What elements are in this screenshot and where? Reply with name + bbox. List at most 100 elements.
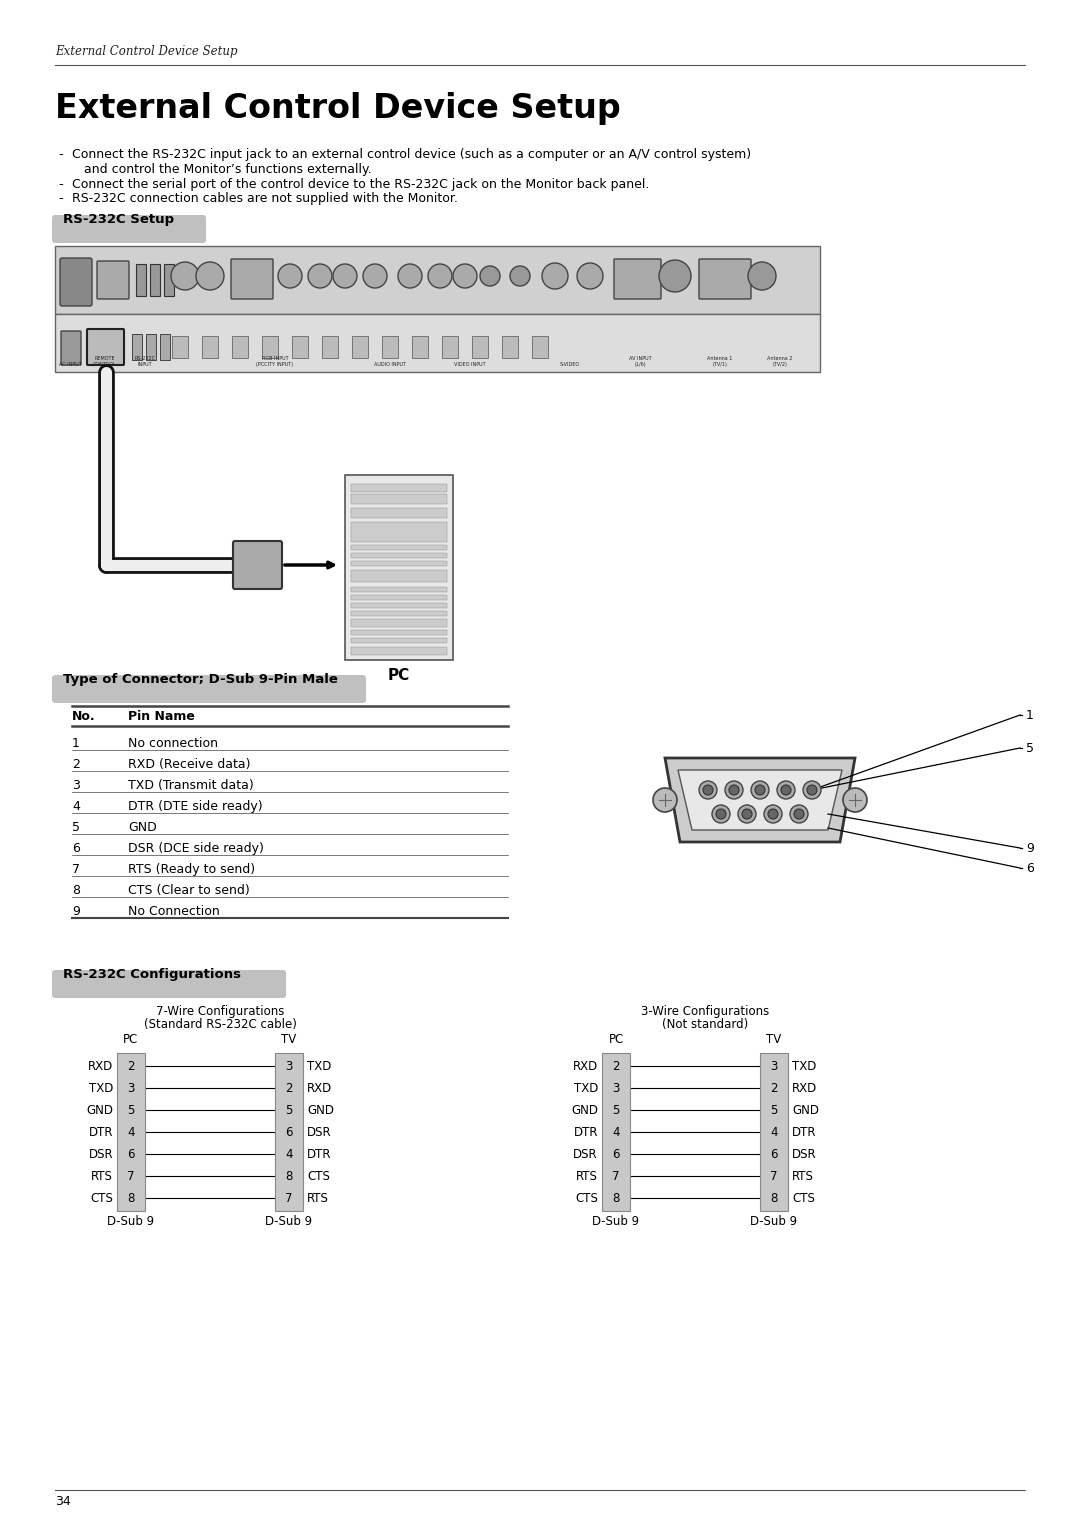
Text: Pin Name: Pin Name xyxy=(129,711,194,723)
FancyBboxPatch shape xyxy=(60,331,81,364)
Text: DTR: DTR xyxy=(89,1125,113,1139)
Text: DTR: DTR xyxy=(307,1148,332,1161)
Circle shape xyxy=(729,785,739,795)
Text: GND: GND xyxy=(86,1104,113,1116)
Bar xyxy=(351,508,447,518)
Circle shape xyxy=(577,262,603,290)
Text: TXD: TXD xyxy=(792,1060,816,1074)
Bar xyxy=(351,637,447,644)
Text: 8: 8 xyxy=(770,1193,778,1205)
Text: 3: 3 xyxy=(285,1060,293,1074)
Bar xyxy=(351,602,447,608)
Text: CTS: CTS xyxy=(307,1170,329,1183)
Text: 8: 8 xyxy=(72,884,80,897)
Bar xyxy=(351,561,447,566)
Bar xyxy=(602,1052,630,1211)
Text: 8: 8 xyxy=(127,1193,135,1205)
Bar xyxy=(150,264,160,296)
Text: 7: 7 xyxy=(612,1170,620,1183)
Circle shape xyxy=(742,808,752,819)
Text: RTS: RTS xyxy=(307,1193,329,1205)
Text: 4: 4 xyxy=(770,1125,778,1139)
Text: GND: GND xyxy=(307,1104,334,1116)
Text: 5: 5 xyxy=(285,1104,293,1116)
Bar xyxy=(351,570,447,583)
Bar xyxy=(351,612,447,616)
FancyBboxPatch shape xyxy=(345,474,453,660)
Bar xyxy=(55,246,820,314)
Circle shape xyxy=(510,265,530,287)
Text: 3: 3 xyxy=(127,1083,135,1095)
Circle shape xyxy=(703,785,713,795)
Text: Connect the serial port of the control device to the RS-232C jack on the Monitor: Connect the serial port of the control d… xyxy=(72,178,649,191)
Text: PC: PC xyxy=(608,1032,623,1046)
Text: D-Sub 9: D-Sub 9 xyxy=(107,1215,154,1228)
Text: 2: 2 xyxy=(770,1083,778,1095)
Text: AUDIO INPUT: AUDIO INPUT xyxy=(374,361,406,368)
Text: 7: 7 xyxy=(285,1193,293,1205)
Text: TXD: TXD xyxy=(573,1083,598,1095)
Text: D-Sub 9: D-Sub 9 xyxy=(593,1215,639,1228)
Bar xyxy=(164,264,174,296)
Text: -: - xyxy=(58,148,63,162)
Text: RXD (Receive data): RXD (Receive data) xyxy=(129,758,251,772)
Text: 4: 4 xyxy=(72,801,80,813)
Bar xyxy=(160,334,170,360)
Text: DTR: DTR xyxy=(792,1125,816,1139)
Circle shape xyxy=(308,264,332,288)
Text: 9: 9 xyxy=(1026,842,1034,856)
Bar xyxy=(442,336,458,358)
Text: External Control Device Setup: External Control Device Setup xyxy=(55,46,238,58)
Text: VIDEO INPUT: VIDEO INPUT xyxy=(455,361,486,368)
Text: External Control Device Setup: External Control Device Setup xyxy=(55,92,621,125)
Text: 5: 5 xyxy=(72,820,80,834)
Bar xyxy=(136,264,146,296)
Text: RS-232C
INPUT: RS-232C INPUT xyxy=(135,357,156,368)
Text: 1: 1 xyxy=(72,737,80,750)
Bar xyxy=(275,1052,303,1211)
Text: RXD: RXD xyxy=(307,1083,333,1095)
Text: RTS: RTS xyxy=(91,1170,113,1183)
Text: CTS: CTS xyxy=(90,1193,113,1205)
Bar xyxy=(146,334,156,360)
Circle shape xyxy=(789,805,808,824)
Text: GND: GND xyxy=(792,1104,819,1116)
Circle shape xyxy=(725,781,743,799)
FancyBboxPatch shape xyxy=(615,259,661,299)
Bar xyxy=(351,522,447,541)
Text: RXD: RXD xyxy=(87,1060,113,1074)
Text: RXD: RXD xyxy=(792,1083,818,1095)
Text: No.: No. xyxy=(72,711,96,723)
Text: TV: TV xyxy=(282,1032,297,1046)
Polygon shape xyxy=(678,770,842,830)
Bar xyxy=(502,336,518,358)
Text: DSR: DSR xyxy=(792,1148,816,1161)
Circle shape xyxy=(659,259,691,291)
Text: 6: 6 xyxy=(770,1148,778,1161)
Text: DSR: DSR xyxy=(573,1148,598,1161)
Circle shape xyxy=(794,808,804,819)
Text: 2: 2 xyxy=(612,1060,620,1074)
Circle shape xyxy=(428,264,453,288)
Text: RS-232C Configurations: RS-232C Configurations xyxy=(63,968,241,981)
Text: 34: 34 xyxy=(55,1494,71,1508)
Text: RS-232C connection cables are not supplied with the Monitor.: RS-232C connection cables are not suppli… xyxy=(72,192,458,204)
Text: S-VIDEO: S-VIDEO xyxy=(559,361,580,368)
Text: TXD: TXD xyxy=(307,1060,332,1074)
Circle shape xyxy=(195,262,224,290)
Text: D-Sub 9: D-Sub 9 xyxy=(266,1215,312,1228)
Text: Antenna 1
(TV/1): Antenna 1 (TV/1) xyxy=(707,357,732,368)
Circle shape xyxy=(363,264,387,288)
Bar xyxy=(351,619,447,627)
Text: REMOTE
CONTROL: REMOTE CONTROL xyxy=(93,357,117,368)
Polygon shape xyxy=(665,758,855,842)
Text: 7: 7 xyxy=(770,1170,778,1183)
Circle shape xyxy=(480,265,500,287)
Bar xyxy=(292,336,308,358)
Text: 5: 5 xyxy=(1026,743,1034,755)
Text: DSR: DSR xyxy=(89,1148,113,1161)
Text: Antenna 2
(TV/2): Antenna 2 (TV/2) xyxy=(767,357,793,368)
Bar xyxy=(351,554,447,558)
Bar xyxy=(132,334,141,360)
Text: (Not standard): (Not standard) xyxy=(662,1019,748,1031)
